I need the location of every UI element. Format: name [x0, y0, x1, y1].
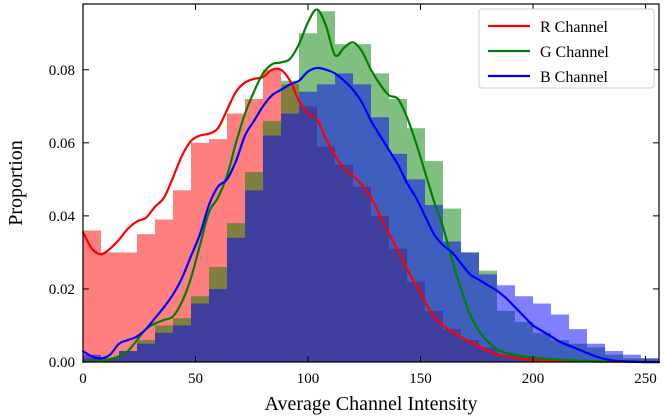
bar-b-channel-8: [227, 237, 245, 362]
bar-b-channel-12: [299, 91, 317, 363]
legend: R Channel G Channel B Channel: [478, 8, 655, 89]
y-axis-title: Proportion: [5, 140, 27, 226]
legend-box: [478, 8, 655, 89]
bar-b-channel-16: [371, 117, 389, 362]
bar-b-channel-23: [497, 285, 515, 362]
bar-b-channel-29: [605, 351, 623, 362]
bar-b-channel-6: [191, 303, 209, 362]
x-tick-label: 250: [634, 371, 657, 387]
bar-b-channel-17: [389, 153, 407, 362]
x-tick-label: 0: [79, 371, 87, 387]
bar-b-channel-13: [317, 84, 335, 363]
bar-b-channel-14: [335, 73, 353, 362]
y-axis-ticks: 0.00 0.02 0.04 0.06 0.08: [49, 63, 659, 371]
bar-r-channel-1: [101, 252, 119, 362]
kde-curves: [81, 8, 661, 364]
x-axis-title: Average Channel Intensity: [265, 393, 478, 415]
bar-b-channel-21: [461, 252, 479, 362]
legend-label-b-channel: B Channel: [540, 69, 609, 86]
bar-r-channel-0: [83, 230, 101, 362]
bar-b-channel-22: [479, 274, 497, 362]
plot-frame: [82, 3, 660, 363]
bar-b-channel-3: [137, 343, 155, 362]
bar-b-channel-10: [263, 135, 281, 362]
x-tick-label: 50: [188, 371, 203, 387]
bar-b-channel-5: [173, 325, 191, 362]
bar-b-channel-26: [551, 314, 569, 362]
bar-b-channel-30: [623, 354, 641, 362]
y-tick-label: 0.02: [49, 282, 75, 298]
histogram-bars: [83, 11, 659, 363]
y-tick-label: 0.06: [49, 136, 76, 152]
kde-line-r-channel: [81, 67, 661, 364]
bar-b-channel-4: [155, 332, 173, 362]
bar-b-channel-18: [407, 179, 425, 362]
bar-b-channel-0: [83, 354, 101, 362]
bar-b-channel-15: [353, 84, 371, 363]
bar-b-channel-2: [119, 351, 137, 362]
bar-b-channel-31: [641, 358, 659, 362]
bar-b-channel-7: [209, 288, 227, 362]
x-tick-label: 100: [297, 371, 320, 387]
bar-b-channel-27: [569, 329, 587, 362]
legend-label-g-channel: G Channel: [540, 44, 609, 61]
bar-b-channel-11: [281, 113, 299, 363]
bar-b-channel-19: [425, 204, 443, 362]
bar-b-channel-25: [533, 303, 551, 362]
bar-b-channel-24: [515, 296, 533, 362]
x-axis-ticks: 0 50 100 150 200 250: [79, 4, 657, 387]
y-tick-label: 0.08: [49, 63, 75, 79]
legend-label-r-channel: R Channel: [540, 19, 609, 36]
bar-r-channel-3: [137, 234, 155, 362]
kde-line-g-channel: [81, 8, 661, 364]
x-tick-label: 200: [522, 371, 545, 387]
bar-r-channel-2: [119, 252, 137, 362]
y-tick-label: 0.00: [49, 355, 75, 371]
x-tick-label: 150: [409, 371, 432, 387]
bar-b-channel-9: [245, 190, 263, 362]
kde-line-b-channel: [81, 66, 661, 364]
y-tick-label: 0.04: [49, 209, 76, 225]
